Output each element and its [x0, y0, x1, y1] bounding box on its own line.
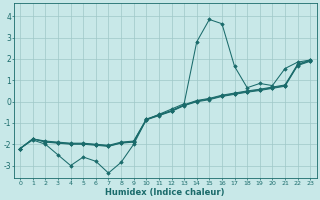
X-axis label: Humidex (Indice chaleur): Humidex (Indice chaleur) [106, 188, 225, 197]
